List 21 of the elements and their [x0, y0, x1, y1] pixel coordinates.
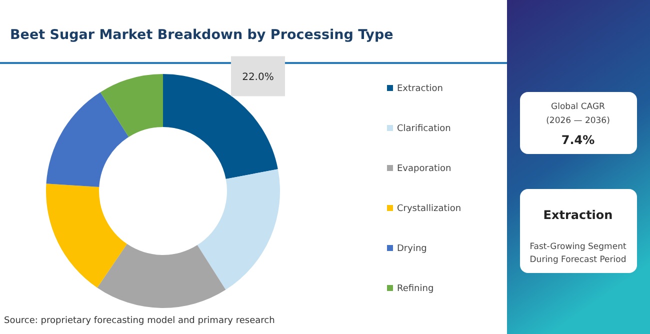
donut-slice	[100, 74, 163, 137]
legend-label: Evaporation	[397, 164, 452, 174]
donut-slice	[197, 169, 280, 290]
text: Global CAGR	[551, 102, 606, 112]
donut-slice	[46, 184, 128, 288]
source-note: Source: proprietary forecasting model and primary research	[4, 316, 275, 326]
donut-slice	[163, 74, 278, 180]
legend-label: Crystallization	[397, 204, 462, 214]
text: 7.4%	[561, 133, 595, 147]
legend-label: Drying	[397, 244, 427, 254]
donut-slice	[97, 244, 226, 308]
data-label: 22.0%	[242, 72, 274, 84]
text: (2026 — 2036)	[546, 116, 610, 126]
text: During Forecast Period	[530, 255, 626, 265]
text: Fast-Growing Segment	[530, 242, 627, 252]
text: Extraction	[543, 208, 613, 222]
legend-label: Refining	[397, 284, 434, 294]
donut-slice	[46, 92, 129, 187]
legend-label: Clarification	[397, 124, 451, 134]
chart-title: Beet Sugar Market Breakdown by Processing Type	[10, 27, 394, 43]
legend-label: Extraction	[397, 84, 443, 94]
